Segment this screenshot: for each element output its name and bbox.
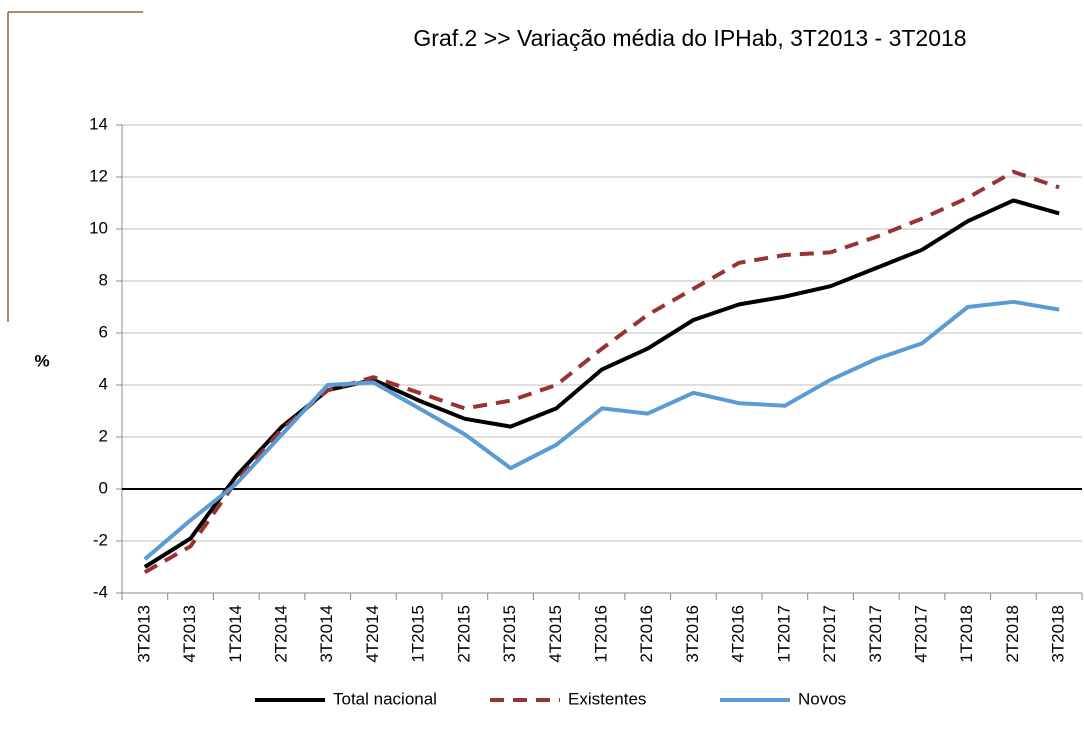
x-tick-label: 2T2017 [820, 605, 839, 663]
x-tick-label: 2T2016 [637, 605, 656, 663]
y-tick-label: 2 [99, 426, 108, 445]
x-tick-label: 2T2014 [271, 605, 290, 663]
y-tick-label: -2 [93, 530, 108, 549]
x-tick-label: 4T2014 [363, 605, 382, 663]
line-series [143, 299, 1060, 561]
y-tick-label: 12 [89, 166, 108, 185]
y-tick-label: 8 [99, 270, 108, 289]
legend-label: Existentes [568, 689, 646, 708]
x-tick-label: 1T2017 [774, 605, 793, 663]
x-tick-label: 4T2013 [180, 605, 199, 663]
x-tick-label: 3T2013 [134, 605, 153, 663]
x-tick-label: 2T2018 [1003, 605, 1022, 663]
x-tick-label: 4T2017 [911, 605, 930, 663]
x-tick-label: 4T2015 [546, 605, 565, 663]
x-tick-label: 3T2016 [683, 605, 702, 663]
legend-label: Total nacional [333, 689, 437, 708]
line-series [143, 198, 1060, 569]
x-tick-label: 3T2015 [500, 605, 519, 663]
y-tick-label: 0 [99, 478, 108, 497]
x-tick-label: 3T2018 [1049, 605, 1068, 663]
y-tick-label: 6 [99, 322, 108, 341]
y-axis-label: % [34, 351, 49, 370]
x-tick-label: 1T2015 [409, 605, 428, 663]
x-tick-label: 1T2014 [226, 605, 245, 663]
x-tick-label: 2T2015 [454, 605, 473, 663]
x-tick-label: 4T2016 [729, 605, 748, 663]
y-tick-label: 10 [89, 218, 108, 237]
x-tick-label: 1T2018 [957, 605, 976, 663]
line-series [143, 169, 1060, 574]
x-tick-label: 3T2017 [866, 605, 885, 663]
x-tick-label: 3T2014 [317, 605, 336, 663]
y-tick-label: 4 [99, 374, 108, 393]
chart-title: Graf.2 >> Variação média do IPHab, 3T201… [413, 25, 966, 51]
legend-label: Novos [798, 689, 846, 708]
y-tick-label: -4 [93, 582, 108, 601]
x-tick-label: 1T2016 [591, 605, 610, 663]
y-tick-label: 14 [89, 114, 108, 133]
